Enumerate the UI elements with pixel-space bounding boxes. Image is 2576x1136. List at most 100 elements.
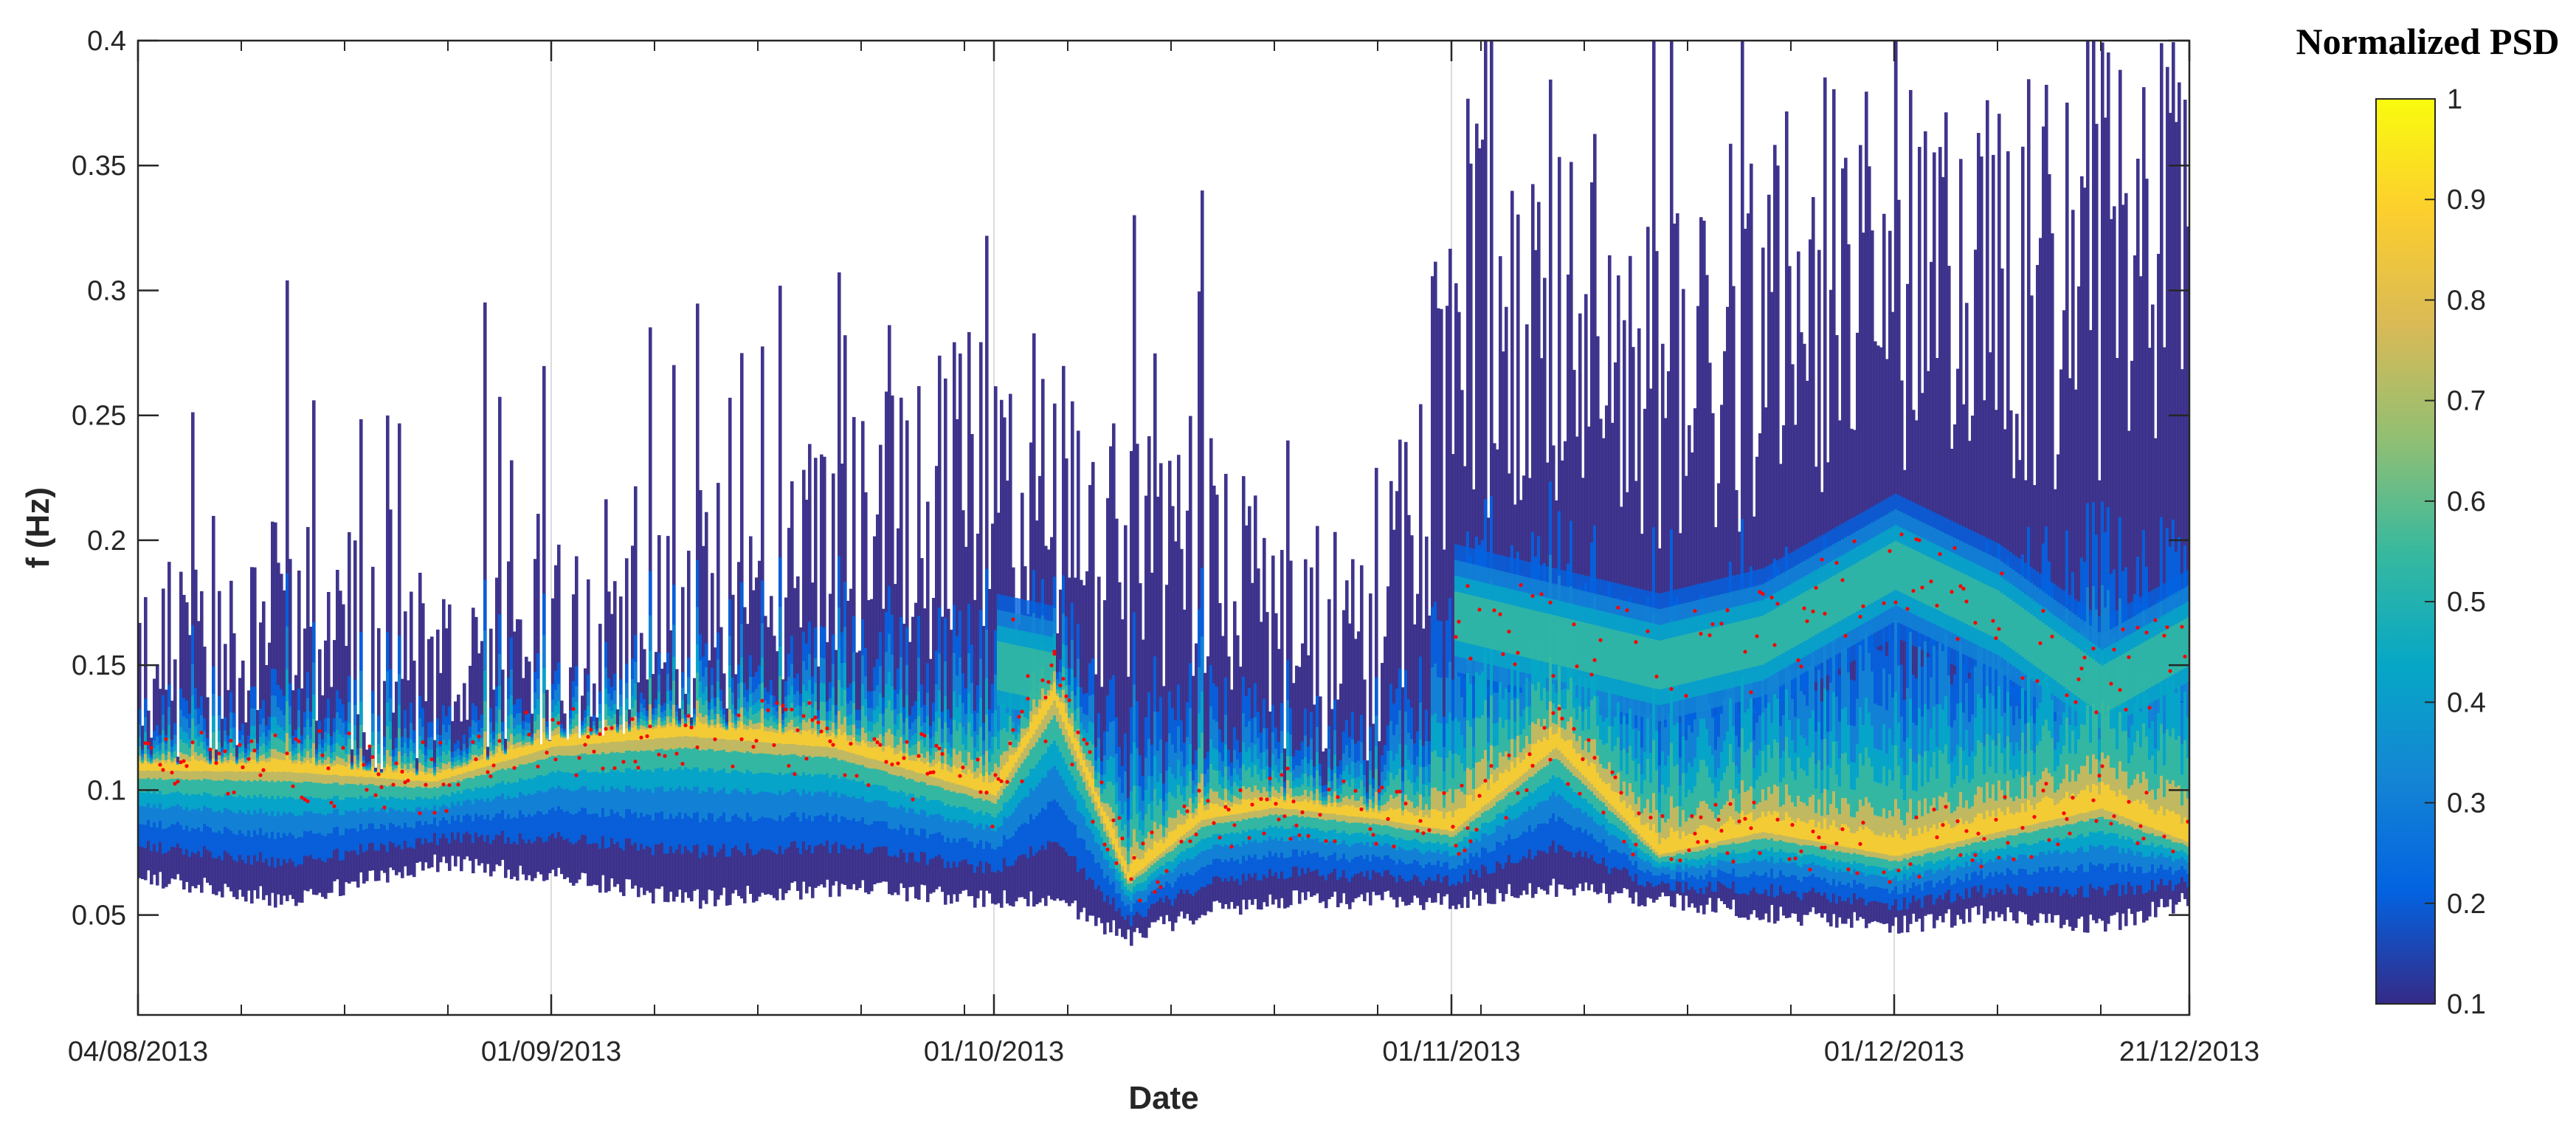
spectrogram-cell — [1590, 182, 1594, 885]
spectrogram-cell — [247, 763, 251, 772]
spectrogram-cell — [1041, 650, 1045, 700]
spectrogram-cell — [1088, 771, 1092, 788]
spectrogram-cell — [1221, 806, 1225, 817]
spectrogram-cell — [1466, 795, 1470, 820]
spectrogram-cell — [510, 745, 514, 760]
spectrogram-cell — [410, 770, 413, 781]
spectrogram-cell — [1466, 594, 1470, 644]
spectrogram-cell — [643, 729, 646, 740]
spectrogram-cell — [1298, 802, 1302, 810]
spectrogram-cell — [1927, 556, 1930, 606]
spectrogram-cell — [693, 726, 697, 737]
spectrogram-cell — [176, 765, 180, 771]
spectrogram-cell — [1918, 827, 1921, 851]
spectrogram-cell — [1493, 600, 1496, 650]
spectrogram-cell — [1814, 467, 1818, 915]
spectrogram-cell — [1301, 801, 1305, 810]
spectrogram-cell — [1673, 831, 1677, 853]
spectrogram-cell — [1661, 838, 1665, 854]
spectrogram-cell — [746, 729, 750, 741]
spectrogram-cell — [418, 771, 422, 781]
spectrogram-cell — [179, 760, 183, 771]
spectrogram-cell — [560, 737, 564, 756]
spectrogram-cell — [1688, 833, 1691, 849]
spectrogram-cell — [985, 772, 989, 793]
spectrogram-cell — [1776, 165, 1780, 921]
spectrogram-cell — [221, 763, 224, 772]
spectrogram-cell — [150, 764, 153, 771]
spectrogram-cell — [1570, 740, 1573, 763]
spectrogram-cell — [1156, 496, 1160, 920]
spectrogram-cell — [947, 771, 950, 782]
spectrogram-cell — [168, 759, 171, 771]
spectrogram-cell — [1289, 797, 1293, 810]
spectrogram-cell — [1472, 801, 1476, 815]
spectrogram-cell — [1109, 822, 1113, 838]
spectrogram-cell — [554, 734, 558, 747]
spectrogram-cell — [1897, 542, 1901, 591]
spectrogram-cell — [1047, 652, 1051, 701]
spectrogram-cell — [1469, 595, 1473, 644]
spectrogram-cell — [1481, 784, 1485, 808]
spectrogram-cell — [1670, 827, 1674, 853]
spectrogram-cell — [1723, 823, 1727, 841]
spectrogram-cell — [1248, 799, 1251, 812]
spectrogram-cell — [1410, 813, 1414, 825]
spectrogram-cell — [309, 763, 313, 774]
spectrogram-cell — [1924, 554, 1927, 605]
spectrogram-cell — [1218, 806, 1222, 817]
spectrogram-cell — [1823, 580, 1827, 630]
spectrogram-cell — [1496, 601, 1499, 651]
spectrogram-cell — [324, 765, 328, 775]
spectrogram-cell — [675, 726, 679, 737]
spectrogram-cell — [1534, 610, 1538, 660]
spectrogram-cell — [380, 773, 384, 778]
spectrogram-cell — [1472, 596, 1476, 645]
spectrogram-cell — [466, 765, 469, 772]
spectrogram-cell — [215, 764, 218, 772]
spectrogram-cell — [1617, 630, 1620, 680]
spectrogram-cell — [578, 738, 581, 755]
spectrogram-cell — [997, 641, 1001, 691]
spectrogram-cell — [1484, 41, 1488, 893]
spectrogram-cell — [687, 723, 691, 737]
spectrogram-cell — [1505, 769, 1508, 788]
spectrogram-cell — [303, 763, 307, 773]
spectrogram-cell — [454, 768, 457, 777]
spectrogram-cell — [601, 735, 605, 769]
spectrogram-cell — [224, 762, 227, 771]
spectrogram-cell — [1655, 640, 1659, 689]
spectrogram-cell — [351, 770, 354, 777]
spectrogram-cell — [495, 753, 499, 764]
spectrogram-cell — [1351, 805, 1355, 817]
spectrogram-cell — [256, 763, 260, 772]
spectrogram-cell — [1826, 829, 1830, 844]
spectrogram-cell — [1419, 810, 1423, 827]
spectrogram-cell — [619, 729, 623, 742]
spectrogram-cell — [1599, 778, 1603, 794]
spectrogram-cell — [318, 764, 322, 774]
spectrogram-cell — [280, 760, 283, 772]
spectrogram-cell — [761, 723, 764, 743]
spectrogram-cell — [1850, 565, 1854, 615]
spectrogram-cell — [513, 748, 517, 759]
spectrogram-cell — [1906, 834, 1910, 854]
spectrogram-cell — [1776, 812, 1780, 836]
spectrogram-cell — [1186, 819, 1189, 833]
spectrogram-cell — [811, 734, 815, 747]
spectrogram-cell — [988, 782, 992, 794]
spectrogram-cell — [1021, 646, 1024, 695]
spectrogram-cell — [604, 729, 608, 743]
spectrogram-cell — [365, 771, 369, 778]
spectrogram-cell — [1440, 811, 1443, 830]
spectrogram-cell — [1794, 822, 1798, 838]
spectrogram-cell — [1044, 651, 1048, 700]
spectrogram-cell — [1670, 796, 1674, 857]
spectrogram-cell — [492, 757, 496, 765]
spectrogram-cell — [1862, 829, 1865, 850]
spectrogram-cell — [365, 770, 369, 785]
spectrogram-cell — [1850, 833, 1854, 849]
spectrogram-cell — [1357, 808, 1361, 817]
spectrogram-cell — [902, 758, 906, 768]
spectrogram-cell — [1029, 722, 1033, 739]
